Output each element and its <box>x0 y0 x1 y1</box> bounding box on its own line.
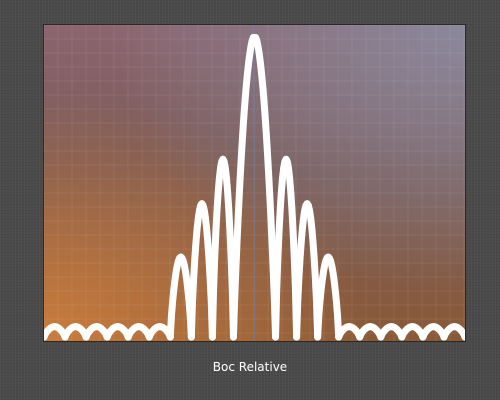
series-point <box>293 333 301 341</box>
series-point <box>135 323 143 331</box>
series-point <box>387 323 395 331</box>
series-line <box>44 33 465 341</box>
series-point <box>145 333 153 341</box>
series-point <box>114 323 122 331</box>
series-lobe <box>314 253 343 341</box>
chart-plot-area <box>43 24 466 342</box>
series-point <box>103 333 111 341</box>
series-point <box>345 323 353 331</box>
series-point <box>398 333 406 341</box>
series-lobe <box>251 33 280 341</box>
series-point <box>208 333 216 341</box>
series-point <box>314 333 322 341</box>
series-point <box>82 333 90 341</box>
series-point <box>408 323 416 331</box>
series-point <box>303 200 311 208</box>
series-point <box>72 323 80 331</box>
series-point <box>251 37 258 45</box>
chart-svg <box>44 25 465 341</box>
series-lobe <box>272 155 301 341</box>
series-point <box>440 333 448 341</box>
series-point <box>61 333 69 341</box>
series-point <box>51 323 59 331</box>
series-point <box>429 323 437 331</box>
series-point <box>156 323 164 331</box>
series-layer <box>44 33 465 341</box>
series-point <box>377 333 385 341</box>
series-point <box>261 111 269 119</box>
series-point <box>229 333 237 341</box>
series-point <box>356 333 364 341</box>
series-point <box>282 155 290 163</box>
series-point <box>198 200 206 208</box>
series-point <box>177 253 185 261</box>
series-point <box>93 323 101 331</box>
series-lobe <box>187 200 216 341</box>
x-axis-label: Boc Relative <box>212 360 288 374</box>
series-point <box>450 323 458 331</box>
series-point <box>272 333 280 341</box>
series-lobe <box>293 200 322 341</box>
series-point <box>44 333 48 341</box>
series-point <box>335 333 343 341</box>
series-lobe <box>208 155 237 341</box>
series-point <box>124 333 132 341</box>
series-lobe <box>229 33 258 341</box>
series-point <box>366 323 374 331</box>
series-point <box>166 333 174 341</box>
series-point <box>324 253 332 261</box>
series-point <box>419 333 427 341</box>
series-lobe <box>166 253 195 341</box>
series-point <box>461 333 465 341</box>
series-point <box>219 155 227 163</box>
series-point <box>187 333 195 341</box>
series-point <box>240 111 248 119</box>
